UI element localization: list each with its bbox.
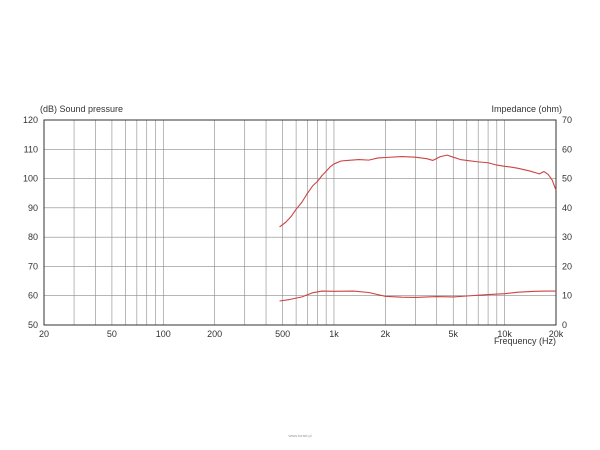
impedance-line <box>279 290 556 302</box>
series-layer <box>279 154 557 302</box>
right-axis-title: Impedance (ohm) <box>491 104 562 114</box>
x-tick-label: 20 <box>39 329 49 339</box>
y-right-tick-label: 60 <box>562 144 572 154</box>
x-tick-label: 200 <box>207 329 222 339</box>
watermark: www.tonsil.pl <box>288 433 311 438</box>
grid <box>44 120 556 325</box>
x-tick-label: 50 <box>107 329 117 339</box>
y-right-tick-label: 70 <box>562 115 572 125</box>
y-left-tick-label: 50 <box>28 320 38 330</box>
x-tick-label: 5k <box>448 329 458 339</box>
y-right-tick-label: 20 <box>562 261 572 271</box>
y-left-tick-label: 110 <box>24 144 38 154</box>
y-right-tick-label: 30 <box>562 232 572 242</box>
y-left-tick-label: 80 <box>28 232 38 242</box>
x-axis-title: Frequency (Hz) <box>494 336 556 346</box>
sound-pressure-line <box>279 154 557 228</box>
left-axis-title: (dB) Sound pressure <box>40 104 123 114</box>
y-left-tick-label: 90 <box>28 203 38 213</box>
y-left-tick-label: 60 <box>28 291 38 301</box>
y-left-tick-label: 100 <box>23 174 38 184</box>
tick-labels: 20 50 100 200 500 1k 2k 5k 10k 20k506070809010011… <box>23 115 572 339</box>
y-right-tick-label: 10 <box>562 291 572 301</box>
y-right-tick-label: 50 <box>562 174 572 184</box>
plot-area <box>44 120 556 325</box>
x-tick-label: 10k <box>497 329 512 339</box>
y-left-tick-label: 70 <box>28 261 38 271</box>
x-tick-label: 500 <box>275 329 290 339</box>
y-left-tick-label: 120 <box>23 115 38 125</box>
x-tick-label: 1k <box>329 329 339 339</box>
plot-frame <box>43 119 557 326</box>
x-tick-label: 2k <box>381 329 391 339</box>
x-tick-label: 100 <box>156 329 171 339</box>
y-right-tick-label: 40 <box>562 203 572 213</box>
x-tick-label: 20k <box>549 329 564 339</box>
y-right-tick-label: 0 <box>562 320 567 330</box>
